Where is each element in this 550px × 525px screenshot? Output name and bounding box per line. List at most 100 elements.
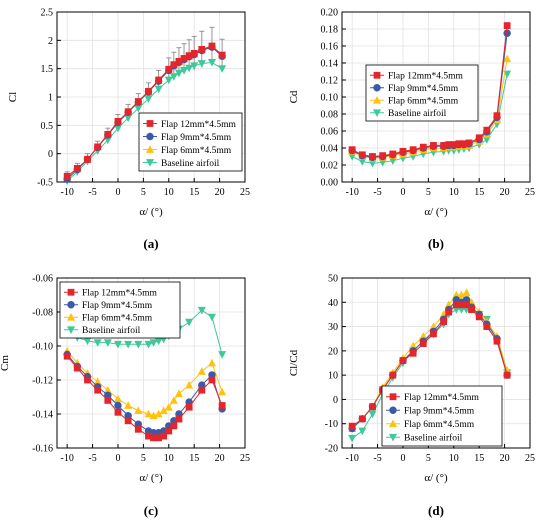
x-tick-label: 10 xyxy=(164,453,174,464)
data-point xyxy=(149,339,158,347)
x-tick-label: -10 xyxy=(60,453,73,464)
data-point xyxy=(388,157,397,165)
y-tick-label: 0.04 xyxy=(321,144,339,155)
x-tick-label: -10 xyxy=(345,187,358,198)
data-point xyxy=(124,401,133,409)
data-point xyxy=(369,403,376,411)
legend-label: Flap 6mm*4.5mm xyxy=(404,420,475,430)
data-point xyxy=(419,143,427,151)
data-point xyxy=(348,153,357,161)
data-point xyxy=(218,387,227,396)
data-point xyxy=(389,150,397,158)
data-point xyxy=(134,406,143,414)
data-point xyxy=(457,290,466,299)
data-point xyxy=(444,300,453,309)
data-point xyxy=(468,306,475,313)
data-point xyxy=(175,57,183,65)
legend-marker xyxy=(67,326,75,334)
data-point xyxy=(475,134,483,142)
y-tick-label: -20 xyxy=(325,444,338,455)
data-point xyxy=(185,64,194,73)
data-point xyxy=(218,65,227,73)
y-tick-label: 0.20 xyxy=(321,8,339,19)
y-tick-label: 2.5 xyxy=(41,8,54,19)
data-point xyxy=(358,158,367,166)
y-tick-label: -0.14 xyxy=(32,410,53,421)
y-axis-label: Cl/Cd xyxy=(288,349,300,376)
data-point xyxy=(218,51,226,59)
legend-marker xyxy=(67,301,75,309)
plot-frame xyxy=(341,277,531,449)
x-tick-label: -10 xyxy=(345,453,358,464)
data-point xyxy=(445,308,453,316)
data-point xyxy=(463,301,470,309)
data-point xyxy=(208,42,216,50)
data-point xyxy=(84,376,91,384)
y-tick-label: -0.06 xyxy=(32,274,53,285)
x-axis-label: α/ (°) xyxy=(424,206,448,218)
y-tick-label: -0.12 xyxy=(32,376,53,387)
x-tick-label: 15 xyxy=(474,187,484,198)
data-point xyxy=(84,155,91,163)
data-point xyxy=(114,401,122,410)
x-axis-label: α/ (°) xyxy=(424,472,448,484)
legend-marker xyxy=(389,419,397,428)
data-point xyxy=(174,389,183,397)
data-point xyxy=(170,61,178,69)
data-point xyxy=(409,349,417,357)
x-tick-label: 10 xyxy=(449,187,459,198)
data-point xyxy=(165,427,173,435)
data-point xyxy=(114,117,122,125)
x-tick-label: 5 xyxy=(141,453,146,464)
x-tick-label: 20 xyxy=(215,187,225,198)
data-point xyxy=(378,159,387,167)
data-point xyxy=(159,406,168,414)
x-tick-label: 20 xyxy=(500,187,510,198)
legend-label: Flap 6mm*4.5mm xyxy=(388,97,459,107)
legend-label: Flap 12mm*4.5mm xyxy=(404,393,480,403)
x-tick-label: -10 xyxy=(60,187,73,198)
data-point xyxy=(94,386,102,394)
data-point xyxy=(144,95,153,103)
y-tick-label: 50 xyxy=(328,274,338,285)
data-point xyxy=(419,332,428,340)
legend-box xyxy=(59,281,181,339)
legend-label: Flap 9mm*4.5mm xyxy=(388,84,459,94)
legend-marker xyxy=(373,96,381,104)
legend-label: Flap 12mm*4.5mm xyxy=(82,289,158,299)
data-point xyxy=(154,85,163,94)
y-tick-label: 0.16 xyxy=(321,42,339,53)
y-tick-label: -0.08 xyxy=(32,308,53,319)
legend: Flap 12mm*4.5mm Flap 9mm*4.5mm Flap 6mm*4.… xyxy=(138,112,243,172)
y-tick-label: 0.5 xyxy=(41,121,54,132)
data-point xyxy=(207,358,216,367)
data-point xyxy=(358,427,367,436)
y-tick-label: -0.5 xyxy=(37,178,53,189)
y-axis-label: Cd xyxy=(288,90,300,103)
data-point xyxy=(185,318,194,327)
legend-marker xyxy=(67,313,75,321)
legend-marker xyxy=(146,120,154,127)
x-tick-label: 20 xyxy=(500,453,510,464)
y-tick-label: 1.5 xyxy=(41,64,54,75)
x-tick-label: 25 xyxy=(240,187,250,198)
data-point xyxy=(503,29,511,37)
data-point xyxy=(493,337,501,345)
legend: Flap 12mm*4.5mm Flap 9mm*4.5mm Flap 6mm*4.… xyxy=(381,385,503,447)
legend-label: Flap 9mm*4.5mm xyxy=(404,407,475,417)
data-point xyxy=(155,76,163,84)
y-tick-label: 0.08 xyxy=(321,110,339,121)
plot-frame xyxy=(56,277,246,449)
data-point xyxy=(197,60,206,68)
x-tick-label: 5 xyxy=(426,453,431,464)
data-point xyxy=(409,146,417,154)
x-axis-label: α/ (°) xyxy=(139,472,163,484)
data-point xyxy=(93,377,102,386)
x-tick-label: 5 xyxy=(426,187,431,198)
data-point xyxy=(358,151,366,159)
data-point xyxy=(124,108,132,116)
data-point xyxy=(450,141,458,148)
x-tick-label: -5 xyxy=(88,187,96,198)
data-point xyxy=(460,140,468,148)
data-point xyxy=(114,408,122,416)
